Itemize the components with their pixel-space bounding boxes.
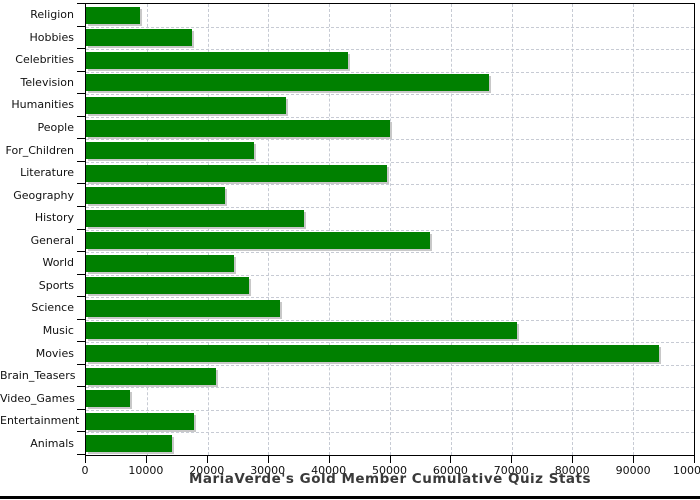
- bar-literature: [86, 164, 387, 182]
- y-axis-label: Religion: [30, 8, 74, 22]
- y-axis-label: Hobbies: [29, 30, 74, 44]
- chart-title: MariaVerde's Gold Member Cumulative Quiz…: [188, 471, 592, 487]
- y-axis-tick: [77, 228, 85, 230]
- x-axis-tick: [450, 456, 452, 463]
- bottom-border-line: [0, 496, 700, 499]
- y-axis-label: People: [37, 121, 74, 135]
- y-axis-tick: [77, 341, 85, 343]
- y-axis-label: History: [34, 211, 74, 225]
- x-axis-label: 50000: [372, 464, 407, 477]
- bar-sports: [86, 277, 249, 295]
- y-axis-label: Entertainment: [0, 414, 80, 428]
- y-axis-tick: [77, 93, 85, 95]
- x-axis-tick: [328, 456, 330, 463]
- y-axis-label: For_Children: [5, 143, 74, 157]
- x-axis-tick: [85, 456, 86, 463]
- bar-for_children: [86, 142, 254, 160]
- bar-video_games: [86, 390, 130, 408]
- x-axis-label: 40000: [311, 464, 347, 477]
- y-axis-label: General: [30, 233, 74, 247]
- x-axis-label: 70000: [493, 464, 529, 477]
- x-axis-label: 80000: [554, 464, 590, 477]
- y-axis-tick: [77, 25, 85, 27]
- x-axis-tick: [694, 456, 695, 463]
- y-axis-label: Celebrities: [15, 53, 74, 67]
- x-axis-tick: [572, 456, 574, 463]
- y-axis-tick: [77, 160, 85, 162]
- x-axis-label: 100000: [673, 464, 700, 477]
- bar-entertainment: [86, 412, 195, 430]
- y-axis-tick: [77, 138, 85, 140]
- vertical-gridline: [390, 4, 391, 455]
- y-axis-label: Humanities: [11, 98, 74, 112]
- y-axis-tick: [77, 363, 85, 365]
- x-axis-label: 30000: [250, 464, 286, 477]
- y-axis-tick: [77, 251, 85, 253]
- vertical-gridline: [268, 4, 270, 455]
- vertical-gridline: [511, 4, 513, 455]
- x-axis-label: 60000: [432, 464, 468, 477]
- y-axis-label: Animals: [30, 436, 74, 450]
- y-axis-tick: [77, 48, 85, 50]
- y-axis-label: Sports: [38, 278, 74, 292]
- bar-religion: [86, 6, 141, 24]
- x-axis-tick: [511, 456, 513, 463]
- y-axis-label: Literature: [20, 166, 74, 180]
- bar-animals: [86, 435, 172, 453]
- x-axis-tick: [206, 456, 208, 463]
- bar-humanities: [86, 96, 287, 114]
- y-axis-label: Geography: [13, 188, 74, 202]
- bar-science: [86, 299, 280, 317]
- y-axis-tick: [77, 386, 85, 388]
- plot-area: [85, 3, 695, 456]
- y-axis-tick: [77, 273, 85, 275]
- x-axis-tick: [145, 456, 147, 463]
- y-axis-label: Brain_Teasers: [0, 369, 76, 383]
- bar-history: [86, 209, 305, 227]
- bar-hobbies: [86, 29, 192, 47]
- y-axis-label: World: [42, 256, 74, 270]
- y-axis-label: Music: [42, 323, 74, 337]
- x-axis-tick: [267, 456, 269, 463]
- bar-people: [86, 119, 390, 137]
- y-axis-tick: [77, 431, 85, 433]
- x-axis-label: 10000: [128, 464, 164, 477]
- vertical-gridline: [633, 4, 635, 455]
- y-axis-tick: [77, 3, 85, 4]
- bar-brain_teasers: [86, 367, 216, 385]
- bar-television: [86, 74, 490, 92]
- y-axis-label: Movies: [35, 346, 74, 360]
- y-axis-tick: [77, 115, 85, 117]
- y-axis-tick: [77, 183, 85, 185]
- vertical-gridline: [329, 4, 331, 455]
- bar-celebrities: [86, 51, 349, 69]
- bar-movies: [86, 345, 659, 363]
- y-axis-label: Television: [20, 75, 75, 89]
- x-axis-tick: [633, 456, 635, 463]
- y-axis-tick: [77, 70, 85, 72]
- vertical-gridline: [450, 4, 452, 455]
- y-axis-tick: [77, 408, 85, 410]
- x-axis-label: 0: [81, 464, 89, 477]
- bar-music: [86, 322, 518, 340]
- x-axis-tick: [389, 456, 391, 463]
- x-axis-label: 90000: [615, 464, 651, 477]
- bar-geography: [86, 187, 226, 205]
- bar-world: [86, 254, 234, 272]
- y-axis-tick: [77, 318, 85, 320]
- bar-general: [86, 232, 431, 250]
- vertical-gridline: [572, 4, 574, 455]
- y-axis-label: Science: [31, 301, 74, 315]
- y-axis-label: Video_Games: [0, 391, 75, 405]
- x-axis-label: 20000: [189, 464, 225, 477]
- y-axis-tick: [77, 205, 85, 207]
- y-axis-tick: [77, 296, 85, 298]
- y-axis-tick: [77, 454, 85, 455]
- vertical-gridline: [207, 4, 209, 455]
- vertical-gridline: [146, 4, 148, 455]
